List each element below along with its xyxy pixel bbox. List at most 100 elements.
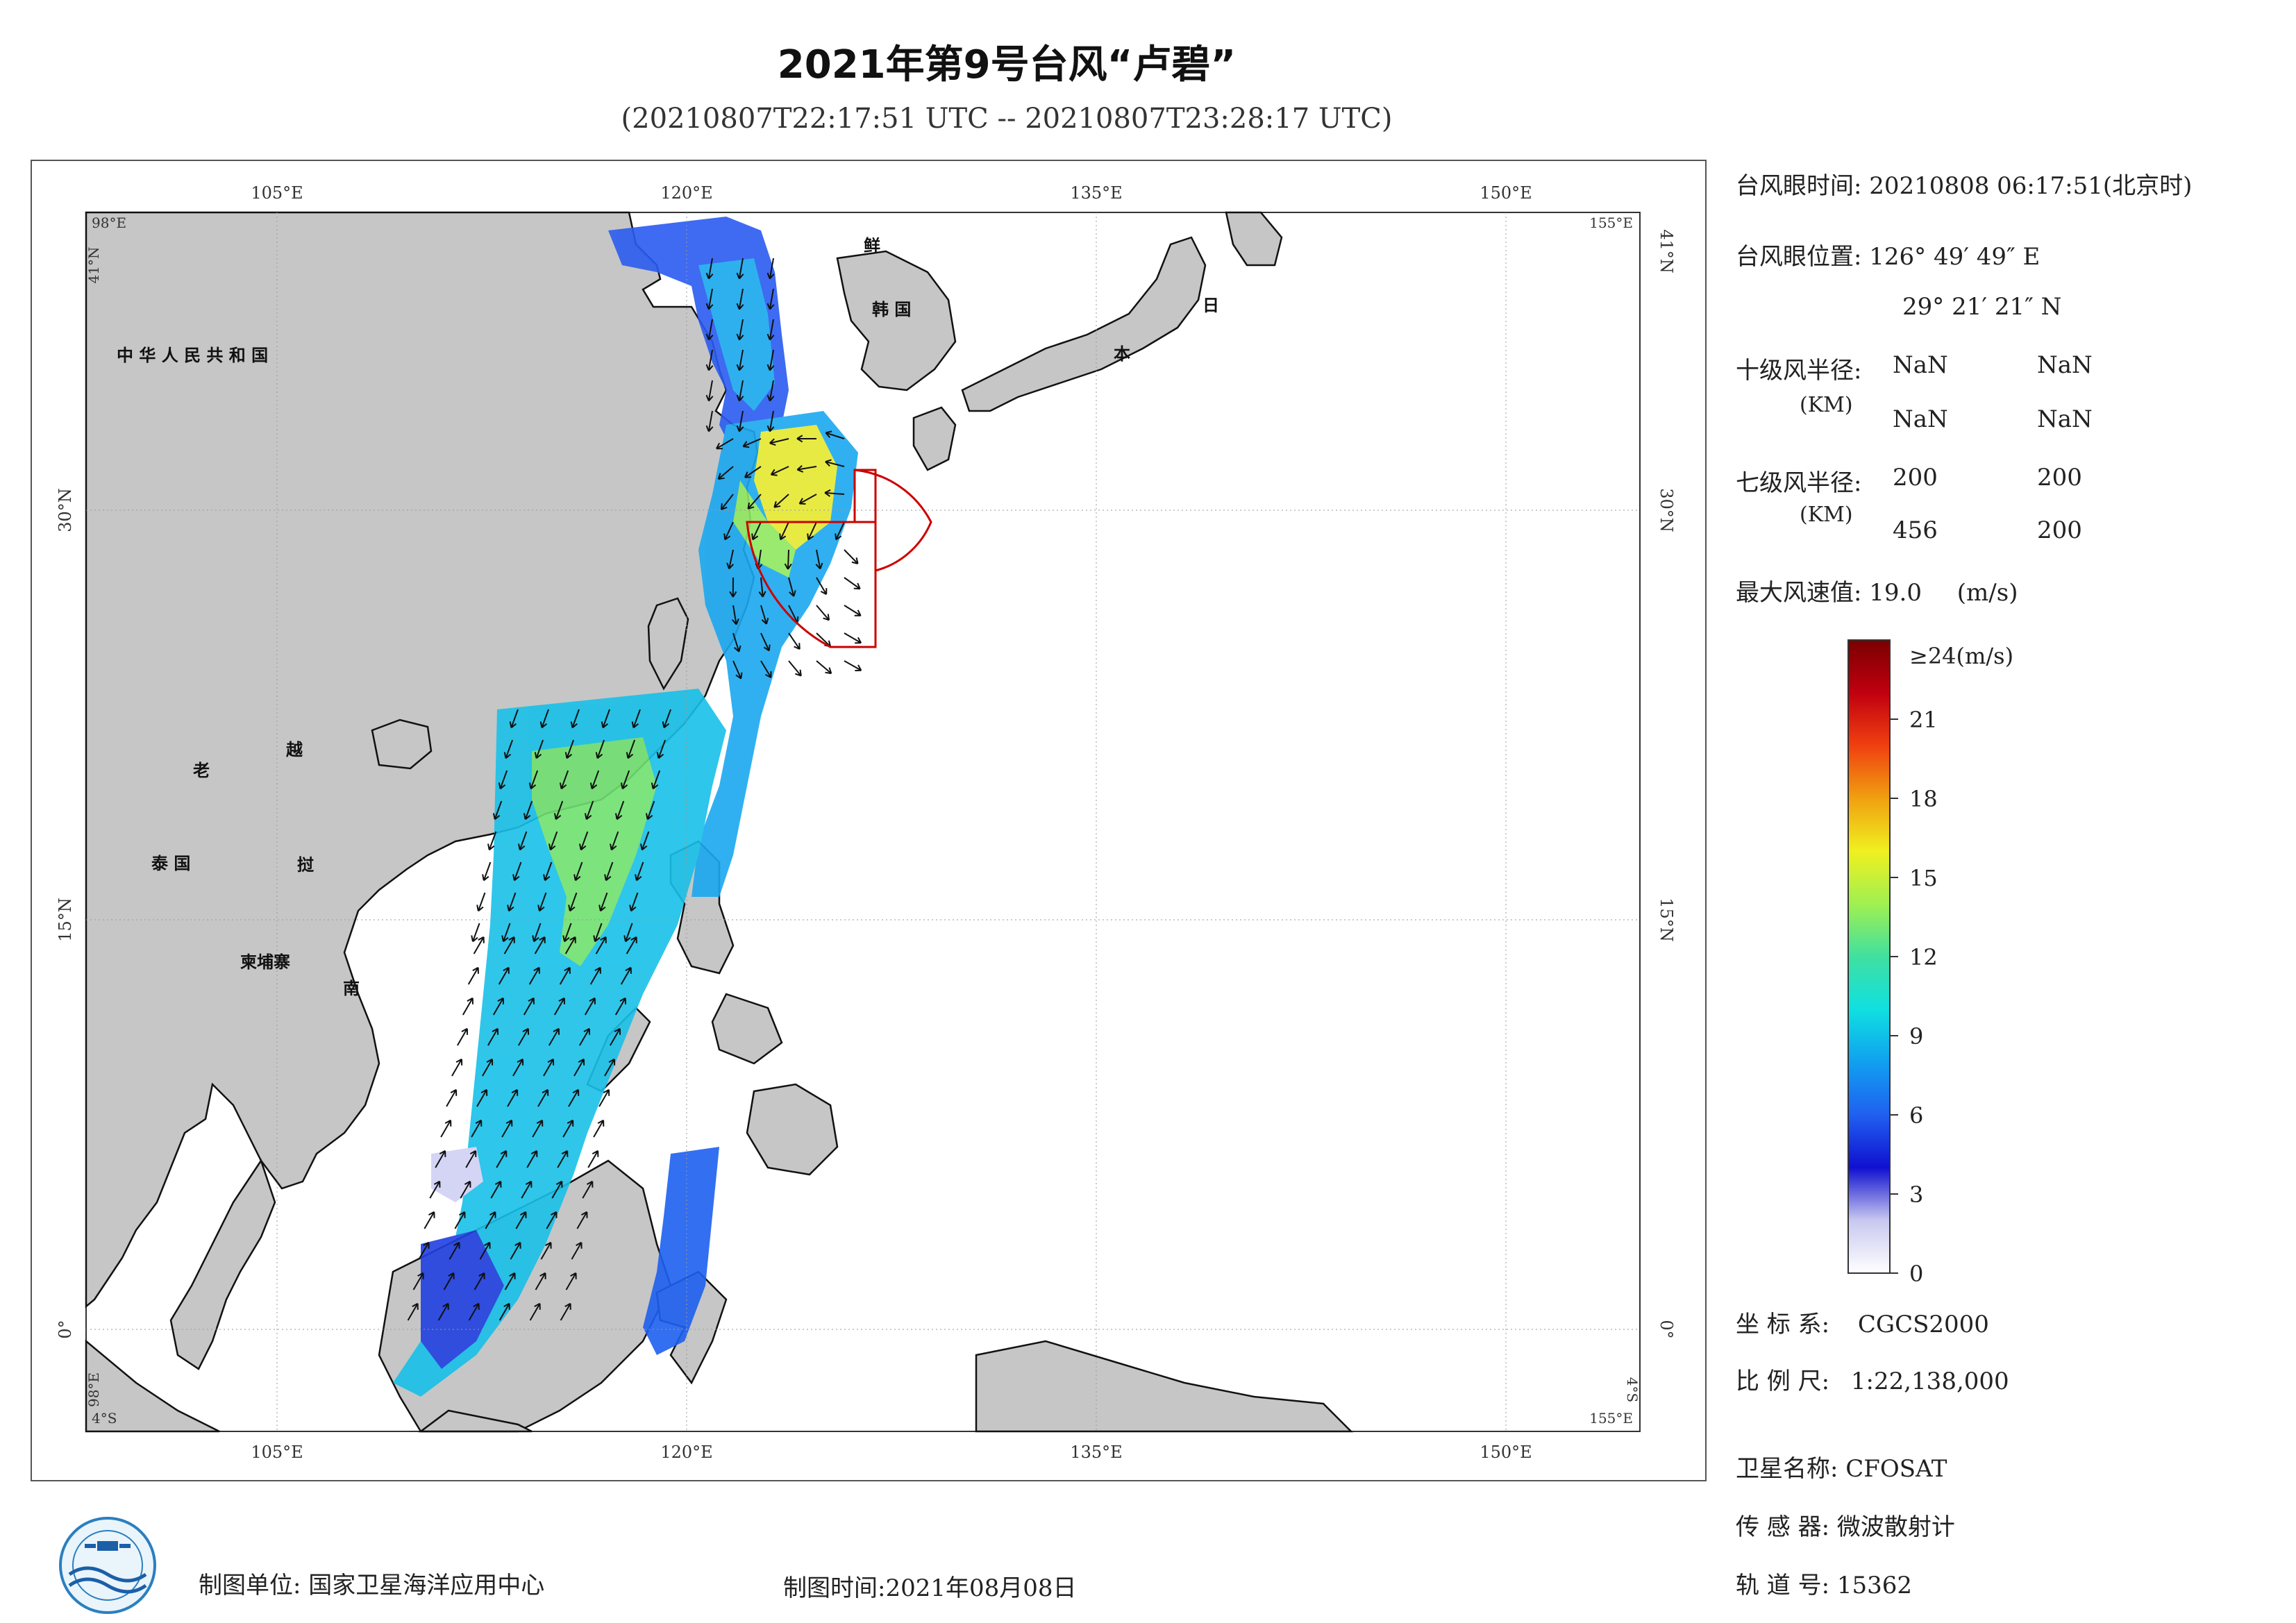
wind-arrow bbox=[462, 997, 474, 1016]
wind-speed-swath bbox=[393, 217, 858, 1397]
wind-arrow bbox=[766, 349, 775, 371]
wind-arrow bbox=[507, 892, 517, 912]
wind-arrow bbox=[844, 632, 862, 644]
wind-arrow bbox=[548, 1027, 560, 1046]
wind-arrow bbox=[816, 577, 828, 596]
wind-arrow bbox=[564, 936, 576, 955]
wind-arrow bbox=[726, 549, 734, 570]
wind-arrow bbox=[479, 1241, 491, 1260]
wind-arrow bbox=[717, 466, 734, 480]
wind-arrow bbox=[476, 1088, 488, 1107]
made-time-text: 制图时间:2021年08月08日 bbox=[783, 1574, 1077, 1602]
visayas bbox=[711, 993, 783, 1065]
wind-arrow bbox=[844, 605, 862, 616]
wind-field-map[interactable]: 105°E 120°E 135°E 150°E 105°E 120°E 135°… bbox=[32, 161, 1708, 1483]
wind-arrow bbox=[844, 549, 859, 564]
wind-radius-ne bbox=[854, 469, 932, 572]
wind-arrow bbox=[424, 1211, 435, 1229]
wind-arrow bbox=[601, 709, 610, 729]
colorbar-tick-label: 6 bbox=[1909, 1102, 1923, 1129]
wind-arrow bbox=[742, 438, 762, 448]
lon-tick: 150°E bbox=[1480, 183, 1532, 203]
wind-arrow bbox=[844, 660, 862, 671]
longitude-ticks-bottom: 105°E 120°E 135°E 150°E bbox=[251, 1443, 1532, 1462]
label-vietnam-1: 越 bbox=[286, 740, 303, 759]
wind-arrow bbox=[551, 1180, 563, 1199]
korean-peninsula bbox=[836, 250, 957, 392]
wind-arrow bbox=[614, 997, 626, 1016]
lon-tick: 135°E bbox=[1070, 1443, 1122, 1462]
wind-arrow bbox=[449, 1241, 460, 1260]
wind-arrow bbox=[512, 1058, 524, 1077]
wind-arrow bbox=[537, 1088, 549, 1107]
wind-arrow bbox=[796, 435, 817, 443]
wind-arrow bbox=[412, 1272, 424, 1290]
label-china: 中 华 人 民 共 和 国 bbox=[117, 346, 268, 365]
wind-arrow bbox=[779, 521, 789, 541]
wind-arrow bbox=[573, 1058, 585, 1077]
wind-arrow bbox=[418, 1241, 430, 1260]
wind-arrow bbox=[498, 1302, 510, 1321]
japan-hokkaido bbox=[1225, 211, 1283, 267]
eye-pos-row: 台风眼位置: 126° 49′ 49″ E bbox=[1736, 237, 2040, 271]
wind-arrow bbox=[471, 923, 480, 943]
wind-arrow bbox=[496, 1150, 508, 1168]
wind-arrow bbox=[523, 800, 533, 821]
wind-arrow bbox=[440, 1119, 452, 1138]
wind-arrow bbox=[705, 288, 714, 310]
lon-tick: 105°E bbox=[251, 183, 303, 203]
wind-arrow bbox=[589, 966, 601, 985]
typhoon-wind-radius bbox=[746, 469, 932, 648]
wind-arrow bbox=[487, 1027, 499, 1046]
producer-text: 制图单位: 国家卫星海洋应用中心 bbox=[199, 1572, 545, 1599]
wind-arrow bbox=[584, 997, 596, 1016]
wind-arrow bbox=[537, 892, 547, 912]
label-vietnam-2: 挝 bbox=[297, 855, 315, 875]
wind-arrow bbox=[825, 459, 845, 467]
wind-arrow bbox=[816, 660, 832, 675]
wind-arrow bbox=[788, 577, 796, 597]
sensor-value: 微波散射计 bbox=[1836, 1513, 1955, 1541]
r10-label: 十级风半径: bbox=[1736, 357, 1862, 385]
nsoas-logo bbox=[59, 1517, 156, 1614]
wind-arrow bbox=[528, 966, 540, 985]
sensor-label: 传 感 器: bbox=[1736, 1513, 1830, 1541]
wind-arrow bbox=[773, 494, 789, 508]
wind-arrow bbox=[460, 1180, 471, 1199]
crs-value: CGCS2000 bbox=[1857, 1311, 1989, 1338]
lat-tick: 41°N bbox=[1657, 229, 1676, 274]
wind-arrow bbox=[582, 1180, 594, 1199]
wind-arrow bbox=[788, 632, 801, 650]
wind-arrow bbox=[816, 605, 830, 621]
wind-arrow bbox=[534, 936, 546, 955]
swath-core bbox=[754, 425, 837, 550]
wind-arrow bbox=[473, 936, 485, 955]
wind-arrow bbox=[595, 936, 607, 955]
wind-arrow bbox=[576, 1211, 588, 1229]
wind-arrow bbox=[736, 258, 744, 280]
wind-arrow bbox=[769, 438, 789, 446]
wind-arrow bbox=[553, 800, 564, 821]
wind-arrow bbox=[435, 1150, 446, 1168]
wind-arrow bbox=[559, 966, 571, 985]
lat-tick: 15°N bbox=[56, 898, 75, 942]
lat-tick: 0° bbox=[56, 1320, 75, 1338]
wind-arrow bbox=[579, 1027, 591, 1046]
label-japan-2: 本 bbox=[1114, 344, 1130, 364]
label-japan-1: 日 bbox=[1203, 296, 1219, 315]
wind-arrow bbox=[620, 770, 630, 790]
wind-arrow bbox=[747, 494, 762, 510]
wind-arrow bbox=[565, 1272, 577, 1290]
wind-arrow bbox=[564, 739, 575, 759]
crs-label: 坐 标 系: bbox=[1736, 1311, 1830, 1338]
wind-arrow bbox=[589, 770, 600, 790]
wind-arrow bbox=[540, 1241, 552, 1260]
corner-label-bl-lon-vertical: 98°E bbox=[85, 1372, 102, 1407]
wind-arrow bbox=[610, 831, 619, 851]
lon-tick: 135°E bbox=[1070, 183, 1122, 203]
wind-arrow bbox=[736, 410, 744, 432]
wind-arrow bbox=[705, 319, 714, 341]
wind-arrow bbox=[518, 831, 528, 851]
wind-arrow bbox=[568, 892, 578, 912]
wind-arrow bbox=[723, 521, 734, 541]
